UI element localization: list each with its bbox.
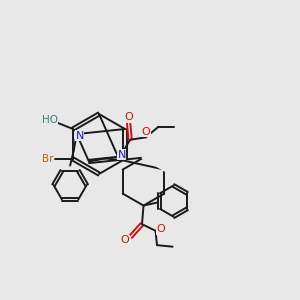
Text: O: O [157,224,165,234]
Text: N: N [76,130,84,141]
Text: O: O [141,127,150,137]
Text: O: O [121,236,130,245]
Text: HO: HO [42,115,58,125]
Text: N: N [117,150,126,160]
Text: Br: Br [42,154,53,164]
Text: O: O [125,112,134,122]
